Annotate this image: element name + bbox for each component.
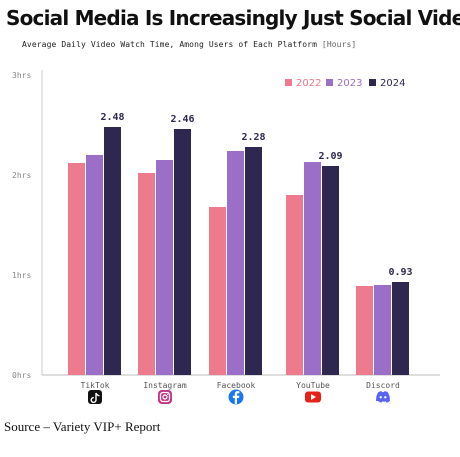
data-label: 0.93 bbox=[388, 267, 412, 278]
x-tick-label: Instagram bbox=[143, 381, 187, 390]
data-label: 2.48 bbox=[100, 112, 124, 123]
bar-youtube-2022 bbox=[286, 195, 303, 375]
bar-discord-2024 bbox=[392, 282, 409, 375]
x-tick-label: Facebook bbox=[217, 381, 256, 390]
bar-facebook-2023 bbox=[227, 151, 244, 375]
tiktok-icon bbox=[88, 390, 102, 404]
y-tick-label: 1hrs bbox=[12, 271, 31, 280]
youtube-icon bbox=[305, 391, 321, 403]
bar-discord-2022 bbox=[356, 286, 373, 375]
data-label: 2.28 bbox=[241, 132, 265, 143]
legend-label: 2022 bbox=[296, 78, 321, 89]
data-label: 2.09 bbox=[318, 151, 342, 162]
facebook-icon bbox=[228, 389, 244, 405]
legend-swatch-2023 bbox=[326, 79, 333, 86]
bar-discord-2023 bbox=[374, 285, 391, 375]
subtitle-text: Average Daily Video Watch Time, Among Us… bbox=[22, 40, 317, 49]
bar-instagram-2023 bbox=[156, 160, 173, 375]
bar-instagram-2024 bbox=[174, 129, 191, 375]
source-note: Source – Variety VIP+ Report bbox=[4, 419, 161, 434]
x-tick-label: Discord bbox=[366, 381, 400, 390]
chart-subtitle: Average Daily Video Watch Time, Among Us… bbox=[22, 40, 356, 49]
bar-tiktok-2022 bbox=[68, 163, 85, 375]
chart-title: Social Media Is Increasingly Just Social… bbox=[6, 6, 460, 30]
instagram-icon bbox=[158, 390, 172, 404]
bar-tiktok-2024 bbox=[104, 127, 121, 375]
bar-facebook-2022 bbox=[209, 207, 226, 375]
x-tick-label: TikTok bbox=[81, 381, 110, 390]
bar-chart: 0hrs 1hrs 2hrs 3hrs 2.48 TikTok 2.46 Instagram 2… bbox=[12, 70, 440, 405]
bar-youtube-2024 bbox=[322, 166, 339, 375]
subtitle-unit: [Hours] bbox=[321, 40, 357, 49]
y-tick-label: 3hrs bbox=[12, 71, 31, 80]
y-tick-label: 0hrs bbox=[12, 371, 31, 380]
bar-facebook-2024 bbox=[245, 147, 262, 375]
legend-swatch-2022 bbox=[285, 79, 292, 86]
legend-label: 2023 bbox=[337, 78, 362, 89]
bar-youtube-2023 bbox=[304, 162, 321, 375]
legend-swatch-2024 bbox=[369, 79, 376, 86]
data-label: 2.46 bbox=[170, 114, 194, 125]
x-tick-label: YouTube bbox=[296, 381, 330, 390]
discord-icon bbox=[376, 391, 390, 403]
legend-label: 2024 bbox=[380, 78, 405, 89]
bar-tiktok-2023 bbox=[86, 155, 103, 375]
bar-instagram-2022 bbox=[138, 173, 155, 375]
y-tick-label: 2hrs bbox=[12, 171, 31, 180]
